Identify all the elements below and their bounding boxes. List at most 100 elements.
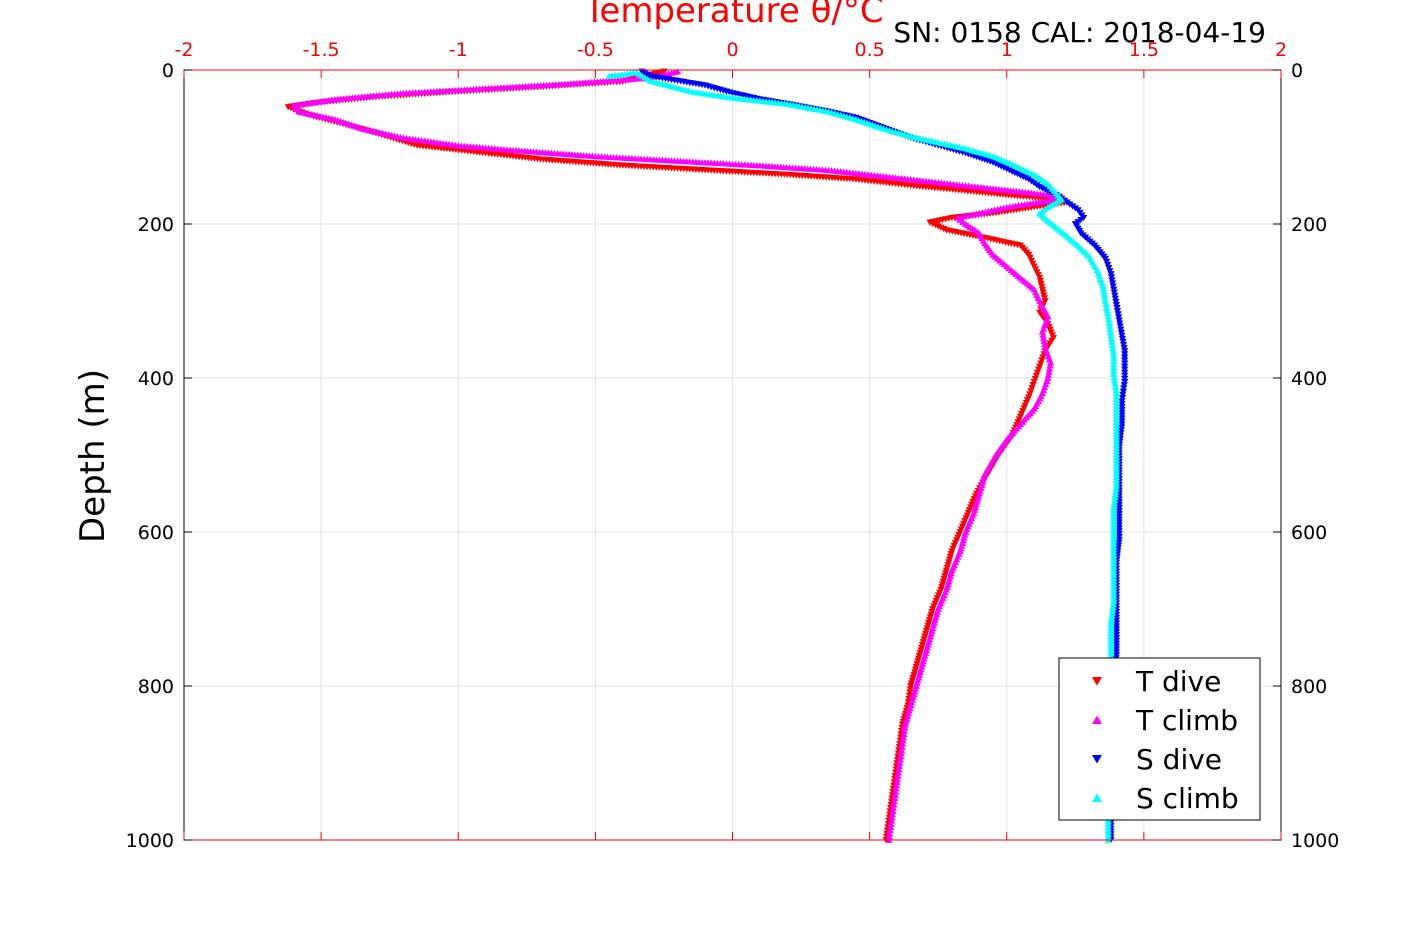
data-point <box>1105 322 1114 329</box>
data-point <box>1119 391 1127 398</box>
data-point <box>1107 618 1115 625</box>
y-tick-label: 200 <box>138 214 174 236</box>
data-point <box>1107 274 1116 281</box>
data-point <box>1110 286 1118 293</box>
data-point <box>887 817 896 824</box>
y-tick-label-right: 800 <box>1291 676 1327 698</box>
y-tick-label: 0 <box>162 60 174 82</box>
x-tick-label: 2 <box>1275 39 1287 61</box>
data-point <box>1119 338 1127 346</box>
data-point <box>1044 371 1053 378</box>
data-point <box>1106 325 1114 333</box>
left-y-axis: 0 200 400 600 800 1000 <box>126 60 192 852</box>
data-point <box>1121 366 1129 373</box>
data-point <box>895 762 903 770</box>
x-tick-label: 0.5 <box>855 39 885 61</box>
data-point <box>1029 382 1037 389</box>
data-point <box>1110 499 1118 507</box>
data-point <box>896 759 904 766</box>
data-point <box>1121 354 1129 361</box>
data-point <box>1110 289 1118 296</box>
data-point <box>1110 364 1118 371</box>
y-axis-label: Depth (m) <box>73 369 113 543</box>
chart-subtitle: SN: 0158 CAL: 2018-04-19 <box>893 16 1266 49</box>
data-point <box>1120 345 1128 352</box>
data-point <box>1031 375 1039 383</box>
data-point <box>1108 342 1116 349</box>
data-point <box>1111 494 1119 501</box>
data-point <box>1117 329 1125 336</box>
legend-label: T dive <box>1135 665 1221 698</box>
data-point <box>1109 283 1117 290</box>
data-point <box>892 788 900 795</box>
data-point <box>1030 378 1038 386</box>
data-point <box>1105 319 1113 326</box>
x-tick-label: -1.5 <box>303 39 340 61</box>
data-point <box>1107 332 1115 339</box>
data-point <box>1108 615 1116 622</box>
data-point <box>1112 488 1120 495</box>
legend: T dive T climb S dive S climb <box>1058 657 1261 821</box>
data-point <box>1034 366 1043 373</box>
data-point <box>1108 609 1116 616</box>
data-point <box>1121 378 1129 386</box>
data-point <box>1036 363 1044 370</box>
data-point <box>1110 502 1118 509</box>
legend-label: T climb <box>1135 704 1238 737</box>
data-point <box>1102 303 1111 311</box>
y-tick-label-right: 0 <box>1291 60 1303 82</box>
y-tick-label-right: 200 <box>1291 214 1327 236</box>
data-point <box>1104 313 1112 320</box>
legend-box <box>1058 657 1261 821</box>
data-point <box>893 779 901 786</box>
data-point <box>1108 612 1116 619</box>
data-point <box>897 753 905 760</box>
data-point <box>886 830 894 837</box>
legend-label: S climb <box>1136 782 1239 815</box>
data-point <box>894 769 903 776</box>
data-point <box>1109 280 1117 287</box>
data-point <box>1099 285 1107 292</box>
data-point <box>1104 824 1112 831</box>
data-point <box>1047 359 1055 366</box>
data-point <box>892 785 900 792</box>
data-point <box>1121 369 1129 376</box>
y-tick-label: 800 <box>138 676 174 698</box>
data-point <box>1118 395 1126 402</box>
chart-title: Temperature θ/°C <box>583 0 883 31</box>
data-point <box>897 750 905 757</box>
data-point <box>886 827 894 834</box>
data-point <box>900 730 908 738</box>
y-tick-label: 600 <box>138 522 174 544</box>
data-point <box>1045 368 1053 375</box>
legend-marker <box>1092 793 1102 802</box>
data-point <box>1104 827 1112 834</box>
data-point <box>641 70 649 77</box>
series-t-climb <box>290 68 1066 843</box>
x-tick-label: -2 <box>175 39 194 61</box>
data-point <box>1112 301 1121 309</box>
data-point <box>1110 351 1118 358</box>
data-point <box>1039 331 1047 338</box>
data-point <box>1121 348 1129 355</box>
data-point <box>1115 317 1123 324</box>
data-point <box>901 721 909 728</box>
data-point <box>1107 271 1115 278</box>
data-point <box>1121 372 1129 379</box>
data-point <box>1111 377 1119 384</box>
x-tick-label: 1 <box>1001 39 1013 61</box>
data-point <box>1032 372 1040 379</box>
data-point <box>1113 305 1121 312</box>
data-point <box>1110 370 1118 378</box>
legend-marker <box>1092 715 1102 724</box>
data-point <box>1109 348 1117 355</box>
data-point <box>1121 357 1129 364</box>
data-point <box>887 820 895 827</box>
data-point <box>1033 369 1042 376</box>
legend-label: S dive <box>1136 743 1222 776</box>
data-point <box>1026 391 1034 398</box>
data-point <box>1110 598 1118 605</box>
data-point <box>889 807 897 815</box>
data-point <box>1040 340 1049 347</box>
